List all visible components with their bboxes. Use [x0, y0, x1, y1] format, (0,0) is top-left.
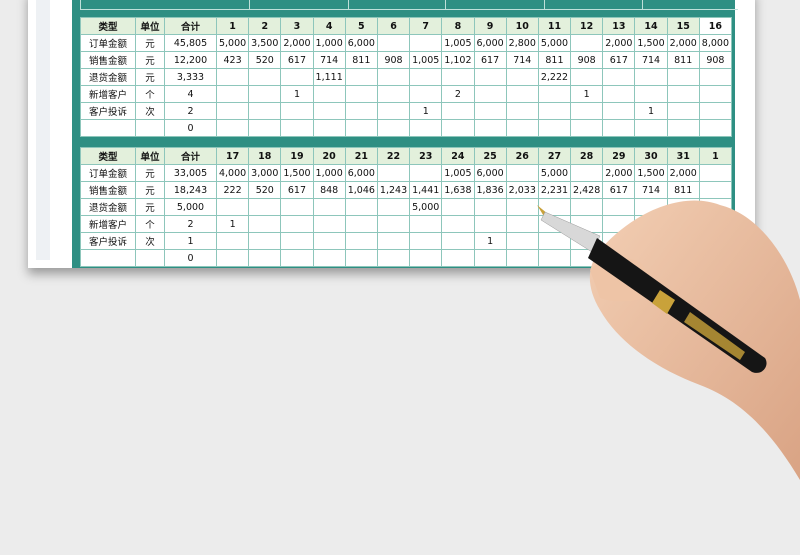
- header-day[interactable]: 1: [215, 17, 250, 35]
- summary-row: 78810元30443元8333元6个3次: [80, 0, 738, 10]
- header-day[interactable]: 1: [698, 147, 733, 165]
- summary-cell: 3次: [642, 0, 738, 9]
- header-day[interactable]: 25: [473, 147, 507, 165]
- table-row: 退货金额元 5,000 5,000: [80, 198, 733, 216]
- header-total[interactable]: 合计: [164, 147, 217, 165]
- header-day[interactable]: 18: [248, 147, 282, 165]
- summary-cell: 8333元: [445, 0, 544, 9]
- summary-cell: 78810元: [249, 0, 348, 9]
- header-day[interactable]: 17: [215, 147, 250, 165]
- header-row: 类型 单位 合计 1 2 3 4 5 6 7 8 9 10 11 12 13 14 15 16: [80, 17, 733, 35]
- table-row: 新增客户个 4 1 2 1: [80, 85, 733, 103]
- summary-cell: 30443元: [348, 0, 445, 9]
- pen-clip: [684, 312, 745, 360]
- pen-gold-band: [652, 290, 675, 314]
- header-day[interactable]: 29: [602, 147, 636, 165]
- data-cell[interactable]: [698, 119, 733, 137]
- header-day[interactable]: 30: [634, 147, 668, 165]
- header-total[interactable]: 合计: [164, 17, 217, 35]
- header-day[interactable]: 6: [376, 17, 411, 35]
- header-day[interactable]: 26: [505, 147, 539, 165]
- header-day[interactable]: 22: [376, 147, 411, 165]
- header-day[interactable]: 24: [441, 147, 475, 165]
- table-row: 订单金额元 33,005 4,000 3,000 1,500 1,000 6,000 1,00…: [80, 164, 733, 182]
- header-day[interactable]: 11: [537, 17, 572, 35]
- header-day[interactable]: 16: [698, 17, 733, 35]
- row-total[interactable]: 0: [164, 119, 217, 137]
- header-day[interactable]: 12: [570, 17, 604, 35]
- header-type[interactable]: 类型: [80, 147, 136, 165]
- summary-cell: [80, 0, 249, 9]
- header-day[interactable]: 23: [409, 147, 443, 165]
- header-day[interactable]: 7: [409, 17, 443, 35]
- hand: [589, 200, 800, 480]
- sheet-side-strip: [36, 0, 50, 260]
- table-row: 0: [80, 119, 733, 137]
- header-day[interactable]: 15: [666, 17, 700, 35]
- header-day[interactable]: 14: [634, 17, 668, 35]
- table-days-1-16: 类型 单位 合计 1 2 3 4 5 6 7 8 9 10 11 12 13 14 15 16 订单金额元 45,805…: [80, 17, 733, 137]
- header-day[interactable]: 20: [312, 147, 346, 165]
- header-row: 类型 单位 合计 17 18 19 20 21 22 23 24 25 26 27 28 29 30 31 1: [80, 147, 733, 165]
- table-row: 订单金额元 45,805 5,000 3,500 2,000 1,000 6,000 1,00…: [80, 34, 733, 52]
- pen-grip: [540, 211, 601, 253]
- table-row: 销售金额元 12,200 423 520 617 714 811 908 1,005 1,102 6…: [80, 51, 733, 69]
- header-day[interactable]: 31: [666, 147, 700, 165]
- header-type[interactable]: 类型: [80, 17, 136, 35]
- spreadsheet-sheet: 78810元30443元8333元6个3次 类型单位合计123456789101…: [28, 0, 755, 268]
- summary-cell: 6个: [544, 0, 642, 9]
- header-day[interactable]: 3: [280, 17, 314, 35]
- header-day[interactable]: 2: [248, 17, 282, 35]
- header-day[interactable]: 8: [441, 17, 475, 35]
